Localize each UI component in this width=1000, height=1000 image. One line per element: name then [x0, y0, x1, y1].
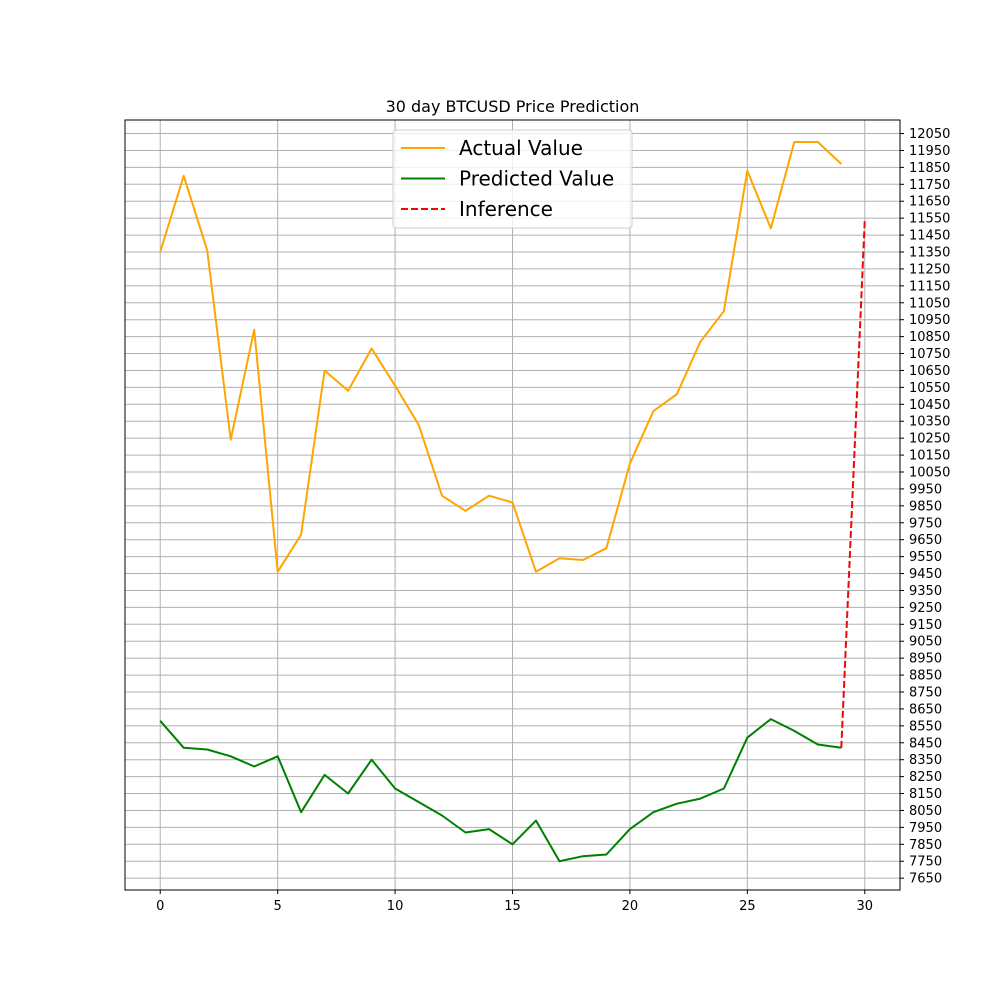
y-tick-label: 11650: [909, 195, 950, 210]
y-tick-label: 9950: [909, 482, 942, 497]
x-axis: 0 5 10 15 20 25 30: [156, 890, 873, 914]
x-tick-label: 5: [274, 899, 282, 914]
legend-label-predicted-value: Predicted Value: [459, 167, 614, 191]
y-tick-label: 10950: [909, 313, 950, 328]
y-tick-label: 11750: [909, 178, 950, 193]
y-tick-label: 9350: [909, 584, 942, 599]
y-tick-label: 9250: [909, 601, 942, 616]
x-tick-label: 15: [504, 899, 521, 914]
y-tick-label: 10150: [909, 449, 950, 464]
y-tick-label: 10050: [909, 466, 950, 481]
legend-box: [392, 129, 633, 229]
x-tick-label: 0: [156, 899, 164, 914]
y-tick-label: 11250: [909, 262, 950, 277]
y-tick-label: 8550: [909, 719, 942, 734]
y-tick-label: 9150: [909, 618, 942, 633]
y-tick-label: 11950: [909, 144, 950, 159]
y-tick-label: 10750: [909, 347, 950, 362]
y-tick-label: 8350: [909, 753, 942, 768]
series-line-inference: [840, 219, 866, 748]
y-tick-label: 10250: [909, 432, 950, 447]
y-tick-label: 8050: [909, 804, 942, 819]
y-tick-label: 8850: [909, 669, 942, 684]
y-tick-label: 7650: [909, 872, 942, 887]
y-tick-label: 11350: [909, 246, 950, 261]
x-tick-label: 20: [622, 899, 639, 914]
y-tick-label: 8650: [909, 702, 942, 717]
y-axis: 7650 7750 7850 7950 8050 8150 8250 8350 8450 8550…: [900, 127, 950, 887]
y-tick-label: 9650: [909, 533, 942, 548]
y-tick-label: 11050: [909, 296, 950, 311]
y-tick-label: 10650: [909, 364, 950, 379]
x-tick-label: 25: [739, 899, 756, 914]
y-tick-label: 7950: [909, 821, 942, 836]
y-tick-label: 11450: [909, 229, 950, 244]
series-line-actual-value: [159, 141, 842, 573]
y-tick-label: 9550: [909, 550, 942, 565]
y-tick-label: 8250: [909, 770, 942, 785]
y-tick-label: 8450: [909, 736, 942, 751]
legend-label-inference: Inference: [459, 197, 553, 221]
y-tick-label: 10550: [909, 381, 950, 396]
y-tick-label: 9750: [909, 516, 942, 531]
y-tick-label: 8950: [909, 652, 942, 667]
x-tick-label: 10: [387, 899, 404, 914]
legend: Actual Value Predicted Value Inference: [392, 129, 633, 229]
y-tick-label: 11150: [909, 279, 950, 294]
x-tick-label: 30: [856, 899, 873, 914]
y-tick-label: 9450: [909, 567, 942, 582]
legend-label-actual-value: Actual Value: [459, 136, 583, 160]
y-tick-label: 8150: [909, 787, 942, 802]
series-group: [159, 141, 866, 863]
y-tick-label: 9850: [909, 499, 942, 514]
chart-title: 30 day BTCUSD Price Prediction: [386, 97, 640, 116]
y-tick-label: 9050: [909, 635, 942, 650]
y-tick-label: 7850: [909, 838, 942, 853]
y-tick-label: 10850: [909, 330, 950, 345]
y-tick-label: 10350: [909, 415, 950, 430]
y-tick-label: 11550: [909, 212, 950, 227]
y-tick-label: 11850: [909, 161, 950, 176]
y-tick-label: 7750: [909, 855, 942, 870]
series-line-predicted-value: [159, 718, 842, 863]
y-tick-label: 12050: [909, 127, 950, 142]
y-tick-label: 10450: [909, 398, 950, 413]
y-tick-label: 8750: [909, 686, 942, 701]
